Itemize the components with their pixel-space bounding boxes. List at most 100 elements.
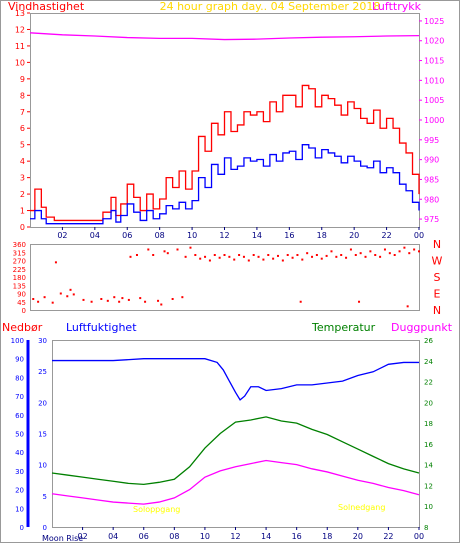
direction-point (157, 299, 160, 302)
date-title: 24 hour graph day.. 04 September 2018 (160, 0, 381, 13)
rain-y-tick-label: 25 (38, 368, 47, 376)
direction-point (171, 298, 174, 300)
direction-point (189, 246, 192, 249)
wind-y-tick-label: 11 (15, 42, 25, 51)
humidity-x-tick-label: 00 (414, 532, 424, 541)
direction-point (262, 258, 265, 261)
direction-point (121, 297, 124, 300)
direction-point (160, 303, 163, 306)
moon-label: Moon Rise (42, 534, 83, 543)
direction-point (129, 255, 132, 258)
direction-point (267, 254, 270, 256)
direction-point (100, 298, 103, 300)
direction-point (272, 257, 275, 260)
pressure-y-tick-label: 975 (424, 215, 439, 224)
humidity-title: Luftfuktighet (66, 321, 137, 334)
direction-point (66, 295, 69, 298)
rain-y-tick-label: 10 (38, 462, 47, 470)
temp-y-tick-label: 12 (424, 482, 433, 490)
direction-point (242, 255, 245, 258)
direction-point (69, 288, 72, 291)
humidity-x-tick-label: 08 (169, 532, 179, 541)
direction-point (106, 299, 109, 302)
humidity-y-tick-label: 0 (20, 524, 24, 532)
direction-point (90, 300, 93, 303)
direction-y-tick-label: 225 (13, 266, 26, 274)
pressure-y-tick-label: 985 (424, 175, 439, 184)
wind-y-tick-label: 13 (15, 9, 25, 18)
wind-x-tick-label: 20 (349, 231, 359, 240)
temp-y-tick-label: 8 (424, 524, 428, 532)
direction-point (393, 254, 396, 256)
direction-point (199, 257, 202, 260)
direction-point (118, 300, 121, 303)
wind-x-tick-label: 22 (381, 231, 391, 240)
chart-marks: 0123456789101112139759809859909951000100… (11, 9, 445, 541)
direction-point (354, 254, 357, 256)
humidity-x-tick-label: 16 (292, 532, 302, 541)
wind-average-line (30, 144, 420, 225)
temp-y-tick-label: 26 (424, 337, 433, 345)
compass-label: S (434, 271, 441, 284)
direction-point (51, 301, 54, 304)
wind-x-tick-label: 16 (284, 231, 294, 240)
direction-point (204, 255, 207, 258)
compass-label: W (432, 255, 443, 268)
direction-point (233, 258, 236, 261)
direction-point (315, 254, 318, 256)
humidity-y-tick-label: 10 (15, 505, 24, 513)
rain-y-tick-label: 20 (38, 399, 47, 407)
direction-point (340, 254, 343, 256)
wind-y-tick-label: 5 (20, 141, 25, 150)
humidity-x-tick-label: 14 (261, 532, 271, 541)
humidity-y-tick-label: 70 (15, 393, 24, 401)
direction-point (139, 297, 142, 300)
temperature-title: Temperatur (311, 321, 376, 334)
rain-title: Nedbør (2, 321, 43, 334)
wind-gust-line (30, 84, 420, 222)
wind-title: Vindhastighet (8, 0, 85, 13)
wind-x-tick-label: 08 (155, 231, 165, 240)
pressure-y-tick-label: 1015 (424, 57, 444, 66)
direction-point (418, 250, 420, 253)
humidity-y-tick-label: 60 (15, 412, 24, 420)
direction-point (374, 254, 377, 256)
direction-point (306, 252, 309, 255)
direction-point (223, 254, 226, 256)
sunrise-label: Soloppgang (133, 505, 180, 514)
sunset-label: Solnedgang (338, 503, 385, 512)
humidity-x-tick-label: 12 (230, 532, 240, 541)
direction-point (176, 248, 179, 251)
dewpoint-line (51, 459, 420, 505)
direction-point (311, 255, 314, 258)
direction-point (349, 248, 352, 251)
direction-point (301, 258, 304, 261)
temp-y-tick-label: 20 (424, 399, 433, 407)
humidity-y-tick-label: 40 (15, 449, 24, 457)
pressure-y-tick-label: 995 (424, 136, 439, 145)
wind-x-tick-label: 00 (414, 231, 424, 240)
humidity-line (52, 358, 419, 401)
direction-point (359, 252, 362, 255)
humidity-x-tick-label: 18 (322, 532, 332, 541)
direction-point (320, 257, 323, 260)
direction-point (82, 298, 85, 301)
pressure-line (29, 32, 420, 41)
pressure-y-tick-label: 1020 (424, 37, 444, 46)
compass-label: E (434, 288, 441, 301)
wind-x-tick-label: 02 (57, 231, 67, 240)
direction-point (299, 300, 302, 303)
direction-point (406, 305, 409, 308)
wind-y-tick-label: 3 (20, 174, 25, 183)
humidity-y-tick-label: 90 (15, 356, 24, 364)
wind-y-tick-label: 6 (20, 124, 25, 133)
direction-chart-frame (30, 244, 420, 311)
direction-point (135, 254, 138, 256)
direction-point (364, 255, 367, 258)
direction-point (403, 246, 406, 249)
direction-point (291, 256, 294, 259)
rain-y-tick-label: 15 (38, 431, 47, 439)
wind-x-tick-label: 12 (219, 231, 229, 240)
